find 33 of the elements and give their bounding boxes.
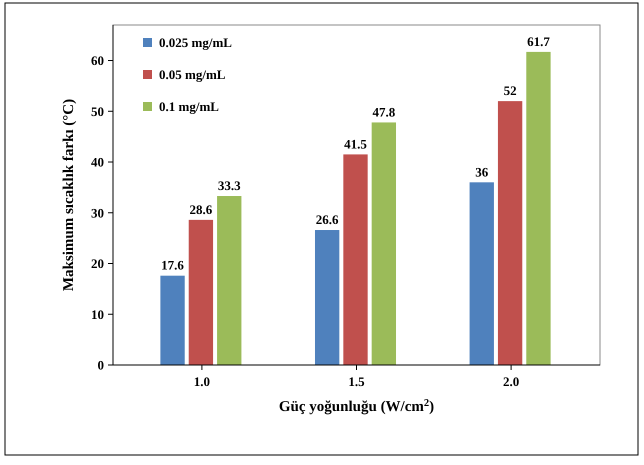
y-tick-label: 60: [91, 53, 104, 68]
bar: [498, 101, 522, 365]
data-label: 26.6: [316, 212, 340, 228]
data-label: 28.6: [190, 202, 213, 217]
bar: [160, 276, 185, 365]
y-axis-title: Maksimum sıcaklık farkı (°C): [61, 98, 77, 292]
bar: [372, 122, 396, 365]
legend-label: 0.05 mg/mL: [159, 67, 226, 82]
bar: [526, 52, 551, 365]
data-label: 47.8: [372, 104, 396, 120]
legend-label: 0.1 mg/mL: [159, 99, 220, 114]
bar: [188, 220, 214, 365]
x-tick-label: 1.0: [194, 374, 210, 389]
data-label: 33.3: [218, 178, 242, 194]
data-label: 36: [475, 164, 489, 180]
data-label: 17.6: [161, 258, 184, 273]
y-tick-label: 20: [91, 256, 104, 272]
bar: [217, 196, 242, 365]
y-tick-label: 50: [91, 104, 104, 119]
data-label: 61.7: [527, 34, 550, 49]
x-tick-label: 1.5: [348, 374, 366, 389]
bar: [343, 154, 368, 365]
data-label: 41.5: [344, 136, 368, 152]
y-tick-label: 30: [91, 205, 104, 220]
x-axis-title: Güç yoğunluğu (W/cm$^{2}$): [278, 398, 434, 415]
x-tick-label: 2.0: [502, 374, 520, 389]
bar: [314, 230, 340, 365]
y-tick-label: 10: [91, 306, 104, 322]
legend-label: 0.025 mg/mL: [159, 35, 232, 50]
bar: [470, 182, 494, 365]
y-tick-label: 0: [98, 358, 104, 373]
y-tick-label: 40: [91, 154, 104, 170]
data-label: 52: [504, 83, 517, 98]
